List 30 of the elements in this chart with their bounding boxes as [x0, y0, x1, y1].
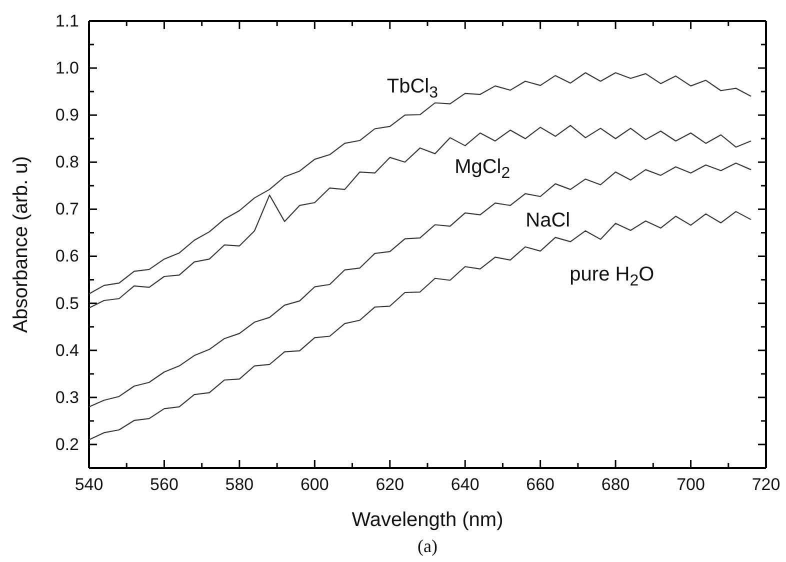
series-label: pure H$_{2}$O — [570, 263, 654, 290]
x-tick-label: 640 — [450, 475, 480, 494]
line-series — [88, 72, 752, 294]
series-label: NaCl — [526, 210, 570, 232]
x-tick-label: 620 — [376, 475, 404, 494]
y-tick-label: 0.5 — [55, 294, 79, 313]
x-tick-label: 560 — [150, 475, 178, 494]
series-label: TbCl$_{3}$ — [386, 76, 438, 102]
y-tick-label: 0.2 — [55, 434, 79, 454]
x-tick-label: 540 — [74, 475, 104, 494]
x-tick-label: 700 — [676, 475, 705, 494]
y-tick-label: 0.4 — [55, 340, 79, 360]
y-axis-title: Absorbance (arb. u) — [10, 156, 32, 333]
y-tick-label: 0.7 — [55, 200, 79, 219]
series-label: MgCl$_{2}$ — [454, 156, 510, 182]
text: (a) — [418, 536, 438, 556]
y-tick-label: 0.3 — [55, 388, 79, 407]
x-tick-label: 660 — [526, 475, 555, 494]
x-tick-label: 720 — [752, 475, 780, 494]
x-tick-label: 580 — [225, 475, 254, 494]
x-tick-label: 600 — [300, 475, 329, 494]
x-tick-label: 680 — [601, 475, 630, 494]
line-series — [88, 211, 752, 440]
y-tick-label: 0.9 — [55, 106, 79, 125]
y-tick-label: 0.8 — [55, 152, 79, 172]
y-tick-label: 1.1 — [55, 11, 79, 30]
x-axis-title: Wavelength (nm) — [352, 509, 504, 531]
y-tick-label: 1.0 — [55, 58, 79, 78]
line-series — [88, 124, 752, 309]
y-tick-label: 0.6 — [55, 246, 79, 266]
